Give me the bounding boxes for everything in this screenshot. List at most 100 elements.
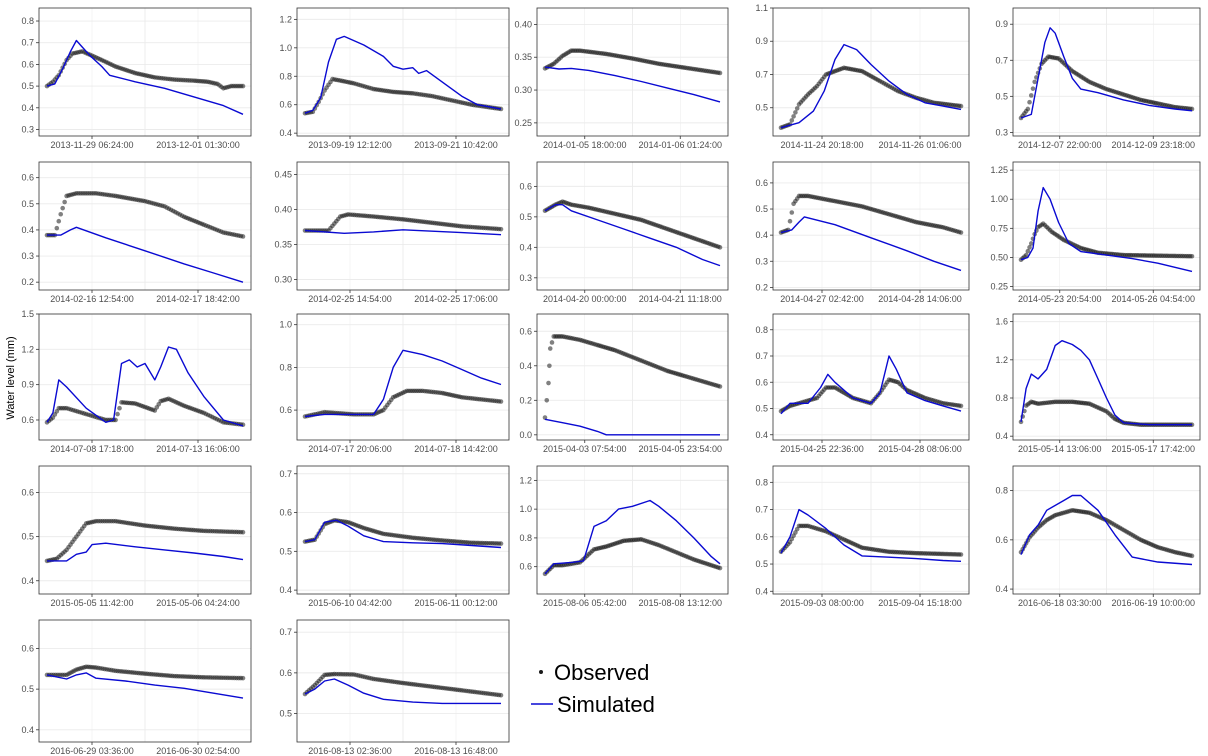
y-tick-label: 0.6	[21, 643, 34, 653]
panel-19: 0.4 0.5 0.6 0.7 0.8 2015-09-03 08:00:00 2015-0…	[755, 465, 970, 608]
x-tick-label: 2014-12-07 22:00:00	[1018, 140, 1102, 150]
observed-point	[1030, 86, 1036, 91]
observed-point	[498, 226, 504, 232]
y-tick-label: 0.4	[279, 585, 292, 595]
y-tick-label: 0.6	[279, 508, 292, 518]
x-tick-label: 2014-02-25 17:06:00	[414, 294, 498, 304]
panel-border	[1012, 161, 1201, 291]
y-tick-label: 0.6	[279, 100, 292, 110]
y-tick-label: 0.6	[21, 173, 34, 183]
observed-series	[44, 191, 246, 239]
y-tick-label: 0.5	[21, 199, 34, 209]
observed-point	[717, 384, 723, 389]
panel-6: 0.2 0.3 0.4 0.5 0.6 2014-02-16 12:54:00 2014-0…	[21, 161, 252, 304]
panel-16: 0.4 0.5 0.6 2015-05-05 11:42:00 2015-05-06 0…	[21, 465, 252, 608]
panel-border	[536, 7, 729, 137]
observed-series	[1018, 399, 1195, 428]
observed-series	[44, 518, 246, 564]
panel-5: 0.3 0.5 0.7 0.9 2014-12-07 22:00:00 2014-12-0…	[995, 7, 1201, 150]
y-tick-label: 0.4	[21, 576, 34, 586]
panel-21: 0.4 0.5 0.6 2016-06-29 03:36:00 2016-06-30 0…	[21, 619, 252, 756]
y-tick-label: 0.8	[995, 393, 1008, 403]
y-tick-label: 0.4	[755, 230, 768, 240]
y-tick-label: 0.5	[279, 709, 292, 719]
y-tick-label: 0.6	[519, 181, 532, 191]
y-tick-label: 0.6	[21, 415, 34, 425]
panel-border	[296, 465, 510, 595]
panel-border	[296, 619, 510, 743]
simulated-series-line	[544, 203, 721, 267]
panel-border	[1012, 465, 1201, 595]
x-tick-label: 2016-06-29 03:36:00	[50, 746, 134, 756]
observed-series	[542, 334, 723, 420]
x-tick-label: 2015-06-10 04:42:00	[308, 598, 392, 608]
legend-observed-marker	[539, 670, 543, 674]
x-tick-label: 2014-02-16 12:54:00	[50, 294, 134, 304]
panel-border	[772, 7, 970, 137]
y-tick-label: 0.4	[519, 242, 532, 252]
simulated-series-line	[304, 35, 502, 114]
y-tick-label: 0.3	[21, 124, 34, 134]
x-tick-label: 2015-09-03 08:00:00	[780, 598, 864, 608]
y-tick-label: 1.2	[995, 355, 1008, 365]
observed-point	[717, 70, 723, 76]
observed-series	[44, 664, 246, 681]
y-tick-label: 0.7	[755, 351, 768, 361]
observed-point	[717, 245, 723, 250]
observed-point	[240, 234, 246, 239]
y-tick-label: 0.4	[995, 431, 1008, 441]
simulated-series-line	[780, 355, 962, 415]
panel-4: 0.5 0.7 0.9 1.1 2014-11-24 20:18:00 2014-11-2…	[755, 3, 970, 150]
observed-point	[56, 218, 62, 224]
y-tick-label: 0.6	[279, 405, 292, 415]
y-tick-label: 1.0	[279, 320, 292, 330]
panel-border	[296, 161, 510, 291]
y-tick-label: 1.2	[279, 14, 292, 24]
observed-point	[498, 692, 504, 698]
observed-point	[54, 225, 60, 231]
y-tick-label: 0.6	[519, 326, 532, 336]
y-tick-label: 1.2	[519, 475, 532, 485]
x-tick-label: 2015-04-25 22:36:00	[780, 444, 864, 454]
y-tick-label: 0.35	[274, 240, 292, 250]
observed-point	[117, 405, 122, 411]
panel-border	[38, 161, 252, 291]
observed-point	[789, 118, 795, 123]
y-tick-label: 0.3	[519, 273, 532, 283]
x-tick-label: 2014-02-17 18:42:00	[156, 294, 240, 304]
x-tick-label: 2015-08-06 05:42:00	[543, 598, 627, 608]
y-tick-label: 1.0	[279, 43, 292, 53]
y-tick-label: 0.4	[279, 128, 292, 138]
observed-point	[958, 230, 964, 235]
simulated-series-line	[544, 418, 720, 436]
x-tick-label: 2014-07-18 14:42:00	[414, 444, 498, 454]
y-tick-label: 1.1	[755, 3, 768, 13]
y-tick-label: 0.8	[755, 325, 768, 335]
panel-border	[536, 161, 729, 291]
y-tick-label: 0.50	[990, 252, 1008, 262]
observed-point	[62, 199, 67, 205]
observed-point	[542, 415, 548, 420]
panel-7: 0.30 0.35 0.40 0.45 2014-02-25 14:54:00 2014-…	[274, 161, 510, 304]
y-tick-label: 0.7	[279, 469, 292, 479]
simulated-series-line	[46, 346, 244, 427]
panel-grid: 0.3 0.4 0.5 0.6 0.7 0.8 2013-11-29 06:24:00 201…	[21, 3, 1201, 756]
y-tick-label: 0.25	[990, 282, 1008, 292]
panel-10: 0.25 0.50 0.75 1.00 1.25 2014-05-23 20:54:00 2…	[990, 161, 1201, 304]
x-tick-label: 2016-06-18 03:30:00	[1018, 598, 1102, 608]
observed-point	[1032, 79, 1037, 85]
y-tick-label: 0.4	[21, 103, 34, 113]
observed-point	[1189, 553, 1195, 559]
x-tick-label: 2015-08-08 13:12:00	[638, 598, 722, 608]
x-tick-label: 2014-04-27 02:42:00	[780, 294, 864, 304]
x-tick-label: 2015-04-05 23:54:00	[638, 444, 722, 454]
y-tick-label: 1.0	[519, 504, 532, 514]
x-tick-label: 2015-05-17 17:42:00	[1111, 444, 1195, 454]
y-tick-label: 0.8	[279, 362, 292, 372]
panel-9: 0.2 0.3 0.4 0.5 0.6 2014-04-27 02:42:00 2014-0…	[755, 161, 970, 304]
panel-20: 0.4 0.6 0.8 2016-06-18 03:30:00 2016-06-19 1…	[995, 465, 1201, 608]
panel-border	[38, 7, 252, 137]
y-tick-label: 0.4	[21, 225, 34, 235]
panel-border	[1012, 7, 1201, 137]
x-tick-label: 2013-11-29 06:24:00	[51, 140, 134, 150]
